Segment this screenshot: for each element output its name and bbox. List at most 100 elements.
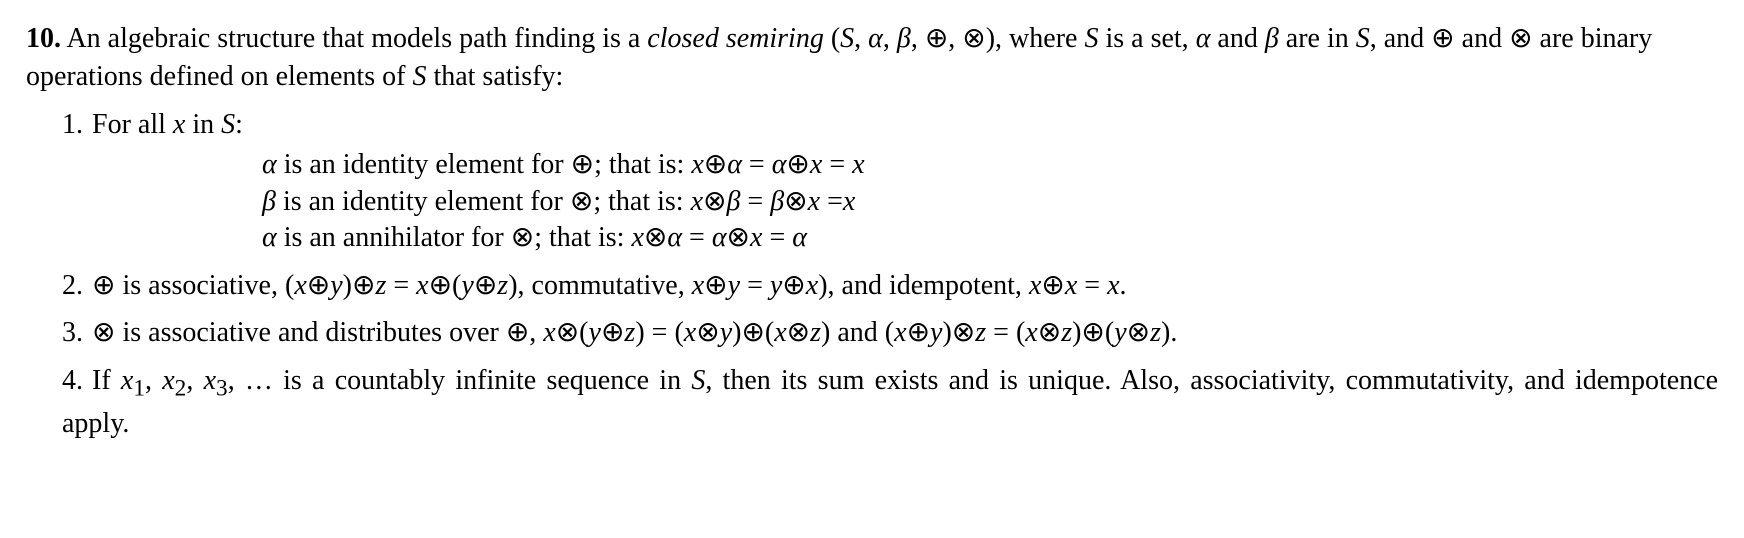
text: . [1120,270,1127,301]
text: )⊗ [942,317,975,348]
axiom-1: 1.For all x in S: [62,106,1718,144]
text: = [742,149,772,180]
text: ⊕( [429,270,462,301]
sym-x: x [631,222,643,253]
sym-y: y [461,270,473,301]
text: , ⊕, ⊗), where [911,23,1085,54]
sym-beta: β [897,23,911,54]
text: ), commutative, [508,270,692,301]
sym-z: z [1061,317,1072,348]
sym-y: y [720,317,732,348]
sym-x: x [806,270,818,301]
axiom-2-number: 2. [62,267,90,305]
text: : [235,109,243,140]
subscript: 3 [216,376,228,402]
text: is an identity element for ⊕; that is: [277,149,692,180]
op-oplus: ⊕ [704,270,727,301]
text: ). [1161,317,1177,348]
text: = [1077,270,1107,301]
sym-x: x [894,317,906,348]
sym-y: y [1114,317,1126,348]
sym-S: S [1084,23,1098,54]
sym-y: y [330,270,342,301]
op-otimes: ⊗ [1127,317,1150,348]
text: ), and idempotent, [818,270,1029,301]
sym-x: x [416,270,428,301]
sym-x: x [808,186,820,217]
sym-x: x [1029,270,1041,301]
text: ) = ( [635,317,683,348]
op-otimes: ⊗ [727,222,750,253]
op-otimes: ⊗ [787,317,810,348]
axiom-3-number: 3. [62,314,90,352]
op-oplus: ⊕ [601,317,624,348]
sym-alpha: α [772,149,787,180]
axiom-2: 2.⊕ is associative, (x⊕y)⊕z = x⊕(y⊕z), c… [62,267,1718,305]
problem-intro: 10. An algebraic structure that models p… [26,20,1718,96]
sym-alpha: α [1196,23,1211,54]
axiom-4-number: 4. [62,362,90,400]
text: = [386,270,416,301]
op-oplus: ⊕ [704,149,727,180]
sym-beta: β [726,186,740,217]
subscript: 2 [175,376,187,402]
sym-S: S [221,109,235,140]
sym-beta: β [1265,23,1279,54]
sym-x: x [1065,270,1077,301]
sym-S: S [840,23,854,54]
sym-z: z [375,270,386,301]
axiom-1-number: 1. [62,106,90,144]
sym-y: y [589,317,601,348]
op-otimes: ⊗ [784,186,807,217]
sym-y: y [728,270,740,301]
text: , [145,365,162,396]
text: are in [1279,23,1356,54]
sym-x: x [843,186,855,217]
sym-x: x [750,222,762,253]
sym-alpha: α [667,222,682,253]
text: is an annihilator for ⊗; that is: [277,222,632,253]
axiom-3: 3.⊗ is associative and distributes over … [62,314,1718,352]
sym-x: x [852,149,864,180]
text: )⊕( [1072,317,1114,348]
sym-x: x [774,317,786,348]
text: is a set, [1098,23,1195,54]
sym-x: x [691,149,703,180]
text: = [762,222,792,253]
text: that satisfy: [426,61,563,92]
op-oplus: ⊕ [474,270,497,301]
axiom-1-sub-1: α is an identity element for ⊕; that is:… [262,147,1718,183]
sym-z: z [975,317,986,348]
axiom-1-sub-3: α is an annihilator for ⊗; that is: x⊗α … [262,220,1718,256]
op-oplus: ⊕ [786,149,809,180]
sym-z: z [810,317,821,348]
sym-y: y [770,270,782,301]
text: and [1210,23,1264,54]
sym-alpha: α [727,149,742,180]
axiom-list: 1.For all x in S: α is an identity eleme… [62,106,1718,443]
text: = ( [986,317,1025,348]
text: )⊕ [343,270,376,301]
op-oplus: ⊕ [782,270,805,301]
problem-number: 10. [26,23,61,54]
text: ( [824,23,840,54]
subscript: 1 [133,376,145,402]
sym-x: x [173,109,185,140]
op-otimes: ⊗ [644,222,667,253]
op-oplus: ⊕ [307,270,330,301]
sym-z: z [1150,317,1161,348]
sym-x: x [810,149,822,180]
text: , [186,365,203,396]
sym-S: S [691,365,705,396]
text: = [822,149,852,180]
sym-x: x [684,317,696,348]
text: An algebraic structure that models path … [61,23,647,54]
sym-alpha: α [262,222,277,253]
axiom-1-sub-block: α is an identity element for ⊕; that is:… [262,147,1718,256]
sym-alpha: α [792,222,807,253]
sym-x: x [543,317,555,348]
sym-beta: β [262,186,276,217]
op-otimes: ⊗ [696,317,719,348]
op-oplus: ⊕ [1041,270,1064,301]
text: , [883,23,897,54]
